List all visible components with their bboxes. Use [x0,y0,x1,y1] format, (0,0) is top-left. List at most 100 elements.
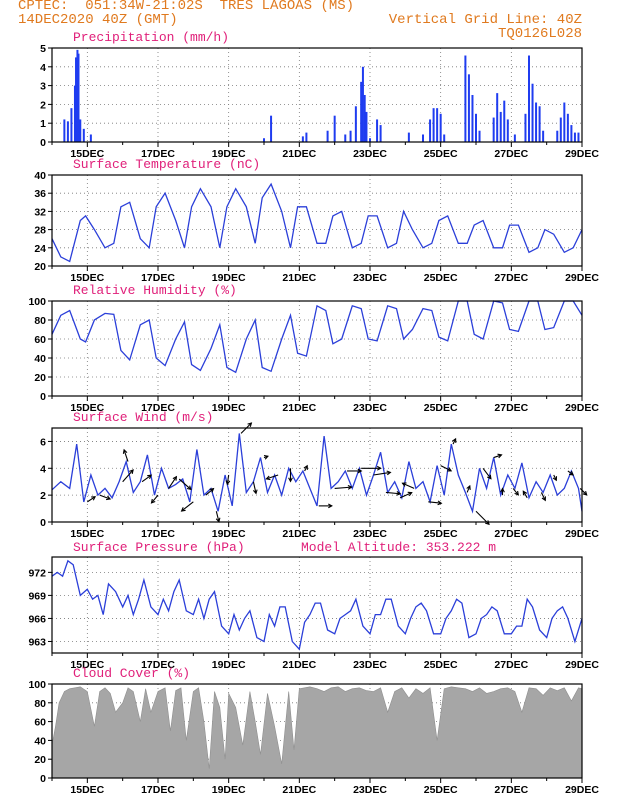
precip-bar [365,111,368,142]
wind-vector [440,465,452,472]
wind-title: Surface Wind (m/s) [73,410,213,425]
cloud-xtick-label: 21DEC [282,784,316,796]
precip-bar [566,113,569,142]
wind-ytick-label: 4 [40,463,46,475]
cloud-ytick-label: 100 [28,679,46,691]
temp-xtick-label: 27DEC [494,272,528,284]
wind-vector [168,476,177,489]
temp-ytick-label: 32 [34,206,46,218]
precip-bar [79,119,82,142]
rh-xtick-label: 29DEC [565,402,599,414]
wind-vector [540,492,546,501]
wind-vector [178,478,192,490]
precip-ytick-label: 2 [40,99,46,111]
cloud-xtick-label: 25DEC [424,784,458,796]
precip-bar [89,134,92,142]
wind-vector-head [552,476,558,482]
wind-vector [493,454,502,459]
precip-ytick-label: 4 [40,62,46,74]
wind-ytick-label: 0 [40,517,46,529]
pres-xtick-label: 15DEC [70,659,104,671]
wind-xtick-label: 15DEC [70,528,104,540]
precip-bar [70,108,73,142]
rh-ytick-label: 40 [34,353,46,365]
precip-bar [77,53,80,142]
wind-vector [181,501,194,512]
cloud-xtick-label: 29DEC [565,784,599,796]
wind-vector-head [486,474,492,480]
wind-vector [215,511,220,522]
rh-xtick-label: 25DEC [424,402,458,414]
precip-xtick-label: 19DEC [212,148,246,160]
precip-bar [524,113,527,142]
wind-vector [99,494,111,500]
precip-bar [305,132,308,142]
pres-ytick-label: 963 [28,636,46,648]
wind-vector-head [150,498,156,504]
wind-vector [266,474,279,480]
precip-bar [443,134,446,142]
rh-xtick-label: 21DEC [282,402,316,414]
cloud-ytick-label: 20 [34,754,46,766]
wind-vector [385,491,401,495]
pres-ytick-label: 966 [28,613,46,625]
precip-bar [478,130,481,142]
wind-xtick-label: 21DEC [282,528,316,540]
wind-vector-head [437,500,443,506]
precip-ytick-label: 1 [40,118,46,130]
cloud-xtick-label: 19DEC [212,784,246,796]
pres-xtick-label: 29DEC [565,659,599,671]
precip-xtick-label: 27DEC [494,148,528,160]
wind-vector [373,471,391,476]
wind-vector-head [288,477,293,483]
temp-ytick-label: 40 [34,170,46,182]
wind-vector-head [209,487,215,493]
wind-vector [205,488,214,496]
precip-bar [82,128,85,142]
wind-vector-head [401,482,407,487]
cloud-cover-area [51,686,583,779]
pres-frame [51,556,583,654]
wind-vector-head [303,464,308,470]
cloud-ytick-label: 40 [34,735,46,747]
precip-bar [471,95,474,142]
precip-bar [538,106,541,142]
cloud-xtick-label: 17DEC [141,784,175,796]
precip-bar [467,74,470,142]
wind-vector-head [451,437,457,443]
precip-bar [422,134,424,142]
wind-vector-head [541,496,546,502]
wind-vector-head [172,475,178,481]
precip-bar [63,119,66,142]
precip-bar [354,106,357,142]
wind-vector-head [122,448,128,454]
precip-bar [573,132,576,142]
precip-bar [263,138,265,142]
wind-vector [123,449,129,462]
rh-xtick-label: 27DEC [494,402,528,414]
precip-xtick-label: 29DEC [565,148,599,160]
wind-vector-head [180,507,186,512]
precip-xtick-label: 23DEC [353,148,387,160]
temp-ytick-label: 20 [34,261,46,273]
temp-ytick-label: 36 [34,188,46,200]
precip-bar [301,136,304,142]
wind-vector [482,467,492,480]
precip-bar [270,115,273,142]
wind-vector-head [106,495,112,501]
wind-vector [428,501,442,504]
wind-vector [512,488,519,496]
precip-bar [496,93,499,142]
precip-bar [528,55,530,142]
pres-ytick-label: 969 [28,590,46,602]
wind-vector-head [357,468,363,474]
cloud-xtick-label: 27DEC [494,784,528,796]
precip-bar [556,130,559,142]
rh-line [51,300,583,374]
temp-xtick-label: 17DEC [141,272,175,284]
wind-vector-head [522,490,528,496]
precip-xtick-label: 15DEC [70,148,104,160]
precip-bar [66,121,69,142]
cloud-ytick-label: 0 [40,773,46,785]
precip-bar [363,95,366,142]
